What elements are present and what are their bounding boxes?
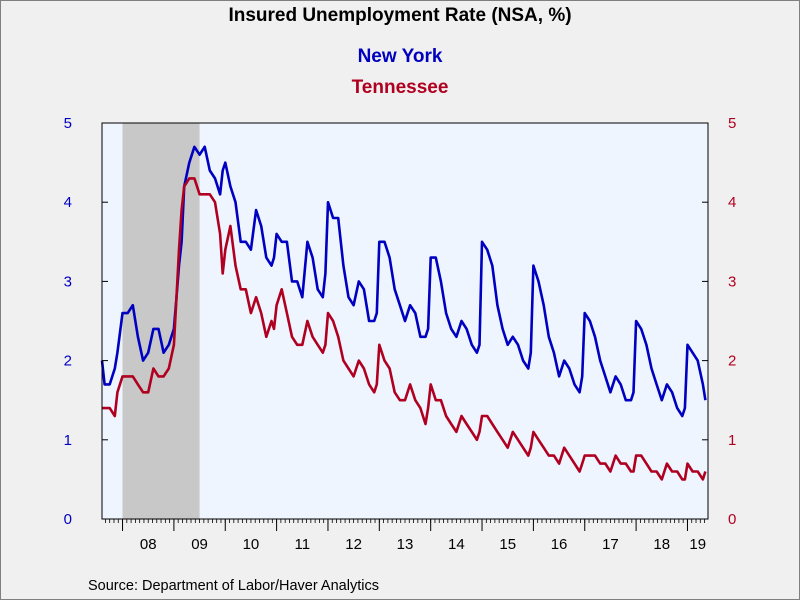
right-y-tick-label: 1 — [728, 432, 736, 449]
x-tick-label: 13 — [397, 536, 414, 553]
x-tick-label: 18 — [653, 536, 670, 553]
right-y-tick-label: 3 — [728, 273, 736, 290]
x-tick-label: 15 — [499, 536, 516, 553]
legend-new-york: New York — [357, 46, 443, 67]
x-tick-label: 14 — [448, 536, 465, 553]
x-tick-label: 11 — [294, 536, 310, 553]
source-note: Source: Department of Labor/Haver Analyt… — [88, 578, 379, 594]
right-y-tick-label: 4 — [728, 194, 736, 211]
left-y-tick-label: 1 — [64, 432, 72, 449]
left-y-tick-label: 3 — [64, 273, 72, 290]
x-tick-label: 17 — [602, 536, 619, 553]
left-y-tick-label: 0 — [64, 511, 72, 528]
legend-tennessee: Tennessee — [351, 77, 449, 98]
x-tick-label: 12 — [345, 536, 362, 553]
right-y-tick-label: 0 — [728, 511, 736, 528]
x-tick-label: 08 — [140, 536, 157, 553]
left-y-tick-label: 5 — [64, 115, 72, 132]
left-y-tick-label: 4 — [64, 194, 72, 211]
series-line-tennessee — [102, 177, 707, 481]
left-y-tick-label: 2 — [64, 353, 72, 370]
x-tick-label: 09 — [191, 536, 208, 553]
x-tick-label: 10 — [243, 536, 260, 553]
x-tick-label: 16 — [551, 536, 568, 553]
chart-title: Insured Unemployment Rate (NSA, %) — [228, 5, 572, 26]
series-line-new-york — [100, 145, 707, 418]
right-y-tick-label: 2 — [728, 353, 736, 370]
x-tick-label: 19 — [689, 536, 706, 553]
right-y-tick-label: 5 — [728, 115, 736, 132]
